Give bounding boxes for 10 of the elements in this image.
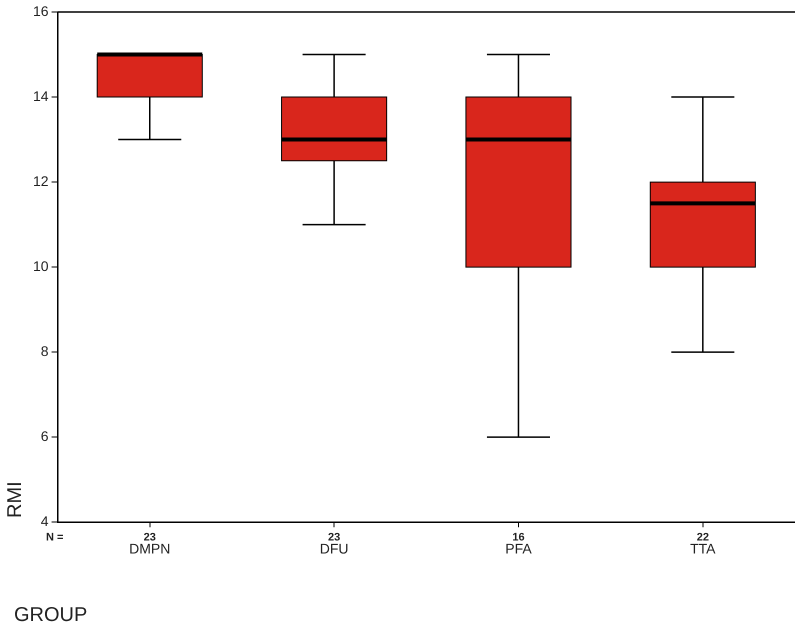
- x-axis-title: GROUP: [14, 604, 88, 627]
- text: N =: [46, 532, 64, 544]
- y-tick-label: 16: [32, 2, 49, 19]
- y-tick-label: 10: [32, 258, 49, 274]
- y-tick-label: 6: [40, 428, 49, 444]
- y-tick-label: 12: [32, 172, 49, 189]
- y-tick-label: 8: [40, 342, 49, 359]
- y-tick-label: 4: [40, 513, 49, 530]
- y-tick-label: 14: [32, 88, 49, 104]
- y-axis-title: RMI: [4, 481, 27, 518]
